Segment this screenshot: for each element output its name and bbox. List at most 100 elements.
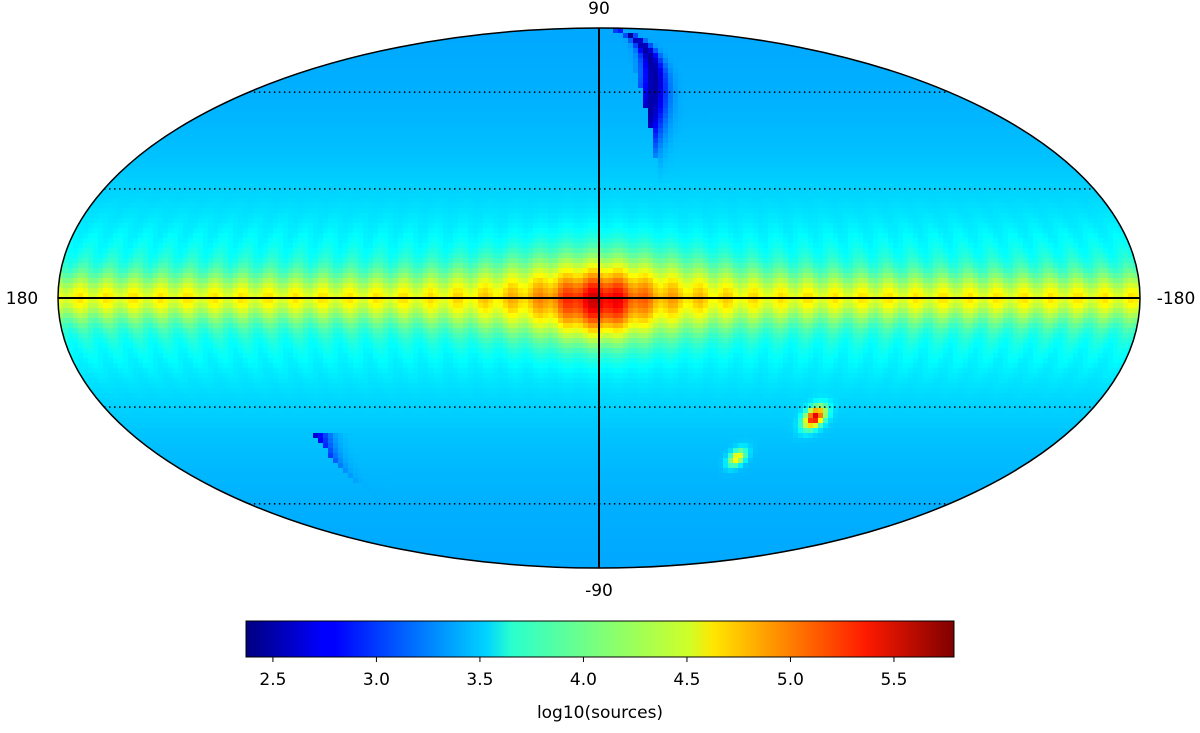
heatmap-pixel xyxy=(948,173,954,179)
heatmap-pixel xyxy=(403,78,409,84)
heatmap-pixel xyxy=(843,63,849,69)
heatmap-pixel xyxy=(223,113,229,119)
heatmap-pixel xyxy=(943,118,949,124)
heatmap-pixel xyxy=(853,68,859,74)
heatmap-pixel xyxy=(708,143,714,149)
heatmap-pixel xyxy=(393,58,399,64)
heatmap-pixel xyxy=(588,58,594,64)
heatmap-pixel xyxy=(1033,188,1039,194)
heatmap-pixel xyxy=(623,138,629,144)
heatmap-pixel xyxy=(378,168,384,174)
heatmap-pixel xyxy=(713,178,719,184)
heatmap-pixel xyxy=(833,63,839,69)
heatmap-pixel xyxy=(848,108,854,114)
heatmap-pixel xyxy=(788,108,794,114)
heatmap-pixel xyxy=(903,118,909,124)
heatmap-pixel xyxy=(393,138,399,144)
heatmap-pixel xyxy=(893,73,899,79)
heatmap-pixel xyxy=(218,178,224,184)
heatmap-pixel xyxy=(678,173,684,179)
heatmap-pixel xyxy=(653,88,659,94)
heatmap-pixel xyxy=(318,163,324,169)
heatmap-pixel xyxy=(383,53,389,59)
heatmap-pixel xyxy=(788,183,794,189)
heatmap-pixel xyxy=(778,178,784,184)
heatmap-pixel xyxy=(578,88,584,94)
heatmap-pixel xyxy=(243,148,249,154)
heatmap-pixel xyxy=(243,188,249,194)
heatmap-pixel xyxy=(568,148,574,154)
heatmap-pixel xyxy=(753,153,759,159)
heatmap-pixel xyxy=(653,108,659,114)
heatmap-pixel xyxy=(553,138,559,144)
heatmap-pixel xyxy=(783,73,789,79)
heatmap-pixel xyxy=(558,68,564,74)
heatmap-pixel xyxy=(968,188,974,194)
heatmap-pixel xyxy=(788,68,794,74)
heatmap-pixel xyxy=(288,183,294,189)
heatmap-pixel xyxy=(613,78,619,84)
heatmap-pixel xyxy=(738,158,744,164)
heatmap-pixel xyxy=(788,188,794,194)
heatmap-pixel xyxy=(573,63,579,69)
heatmap-pixel xyxy=(873,173,879,179)
heatmap-pixel xyxy=(883,163,889,169)
heatmap-pixel xyxy=(523,148,529,154)
heatmap-pixel xyxy=(778,148,784,154)
heatmap-pixel xyxy=(233,188,239,194)
heatmap-pixel xyxy=(423,98,429,104)
heatmap-pixel xyxy=(268,153,274,159)
heatmap-pixel xyxy=(533,103,539,109)
heatmap-pixel xyxy=(648,78,654,84)
heatmap-pixel xyxy=(818,118,824,124)
heatmap-pixel xyxy=(283,133,289,139)
heatmap-pixel xyxy=(658,123,664,129)
heatmap-pixel xyxy=(543,93,549,99)
heatmap-pixel xyxy=(388,178,394,184)
heatmap-pixel xyxy=(393,133,399,139)
heatmap-pixel xyxy=(293,78,299,84)
heatmap-pixel xyxy=(638,158,644,164)
heatmap-pixel xyxy=(843,128,849,134)
heatmap-pixel xyxy=(658,93,664,99)
heatmap-pixel xyxy=(343,173,349,179)
heatmap-pixel xyxy=(898,113,904,119)
heatmap-pixel xyxy=(963,173,969,179)
heatmap-pixel xyxy=(523,103,529,109)
heatmap-pixel xyxy=(403,48,409,54)
heatmap-pixel xyxy=(563,133,569,139)
heatmap-pixel xyxy=(368,123,374,129)
heatmap-pixel xyxy=(943,173,949,179)
heatmap-pixel xyxy=(413,83,419,89)
heatmap-pixel xyxy=(528,143,534,149)
heatmap-pixel xyxy=(453,108,459,114)
heatmap-pixel xyxy=(563,108,569,114)
heatmap-pixel xyxy=(793,173,799,179)
heatmap-pixel xyxy=(468,48,474,54)
heatmap-pixel xyxy=(678,128,684,134)
heatmap-pixel xyxy=(748,118,754,124)
heatmap-pixel xyxy=(823,108,829,114)
heatmap-pixel xyxy=(948,123,954,129)
heatmap-pixel xyxy=(718,133,724,139)
heatmap-pixel xyxy=(588,168,594,174)
heatmap-pixel xyxy=(478,33,484,39)
heatmap-pixel xyxy=(378,113,384,119)
heatmap-pixel xyxy=(908,128,914,134)
heatmap-pixel xyxy=(833,103,839,109)
heatmap-pixel xyxy=(733,173,739,179)
heatmap-pixel xyxy=(408,68,414,74)
heatmap-pixel xyxy=(868,188,874,194)
heatmap-pixel xyxy=(698,123,704,129)
heatmap-pixel xyxy=(593,98,599,104)
heatmap-pixel xyxy=(383,83,389,89)
heatmap-pixel xyxy=(788,88,794,94)
heatmap-pixel xyxy=(763,93,769,99)
heatmap-pixel xyxy=(288,193,294,199)
heatmap-pixel xyxy=(798,63,804,69)
heatmap-pixel xyxy=(1008,133,1014,139)
heatmap-pixel xyxy=(378,103,384,109)
heatmap-pixel xyxy=(268,173,274,179)
heatmap-pixel xyxy=(423,73,429,79)
heatmap-pixel xyxy=(608,103,614,109)
